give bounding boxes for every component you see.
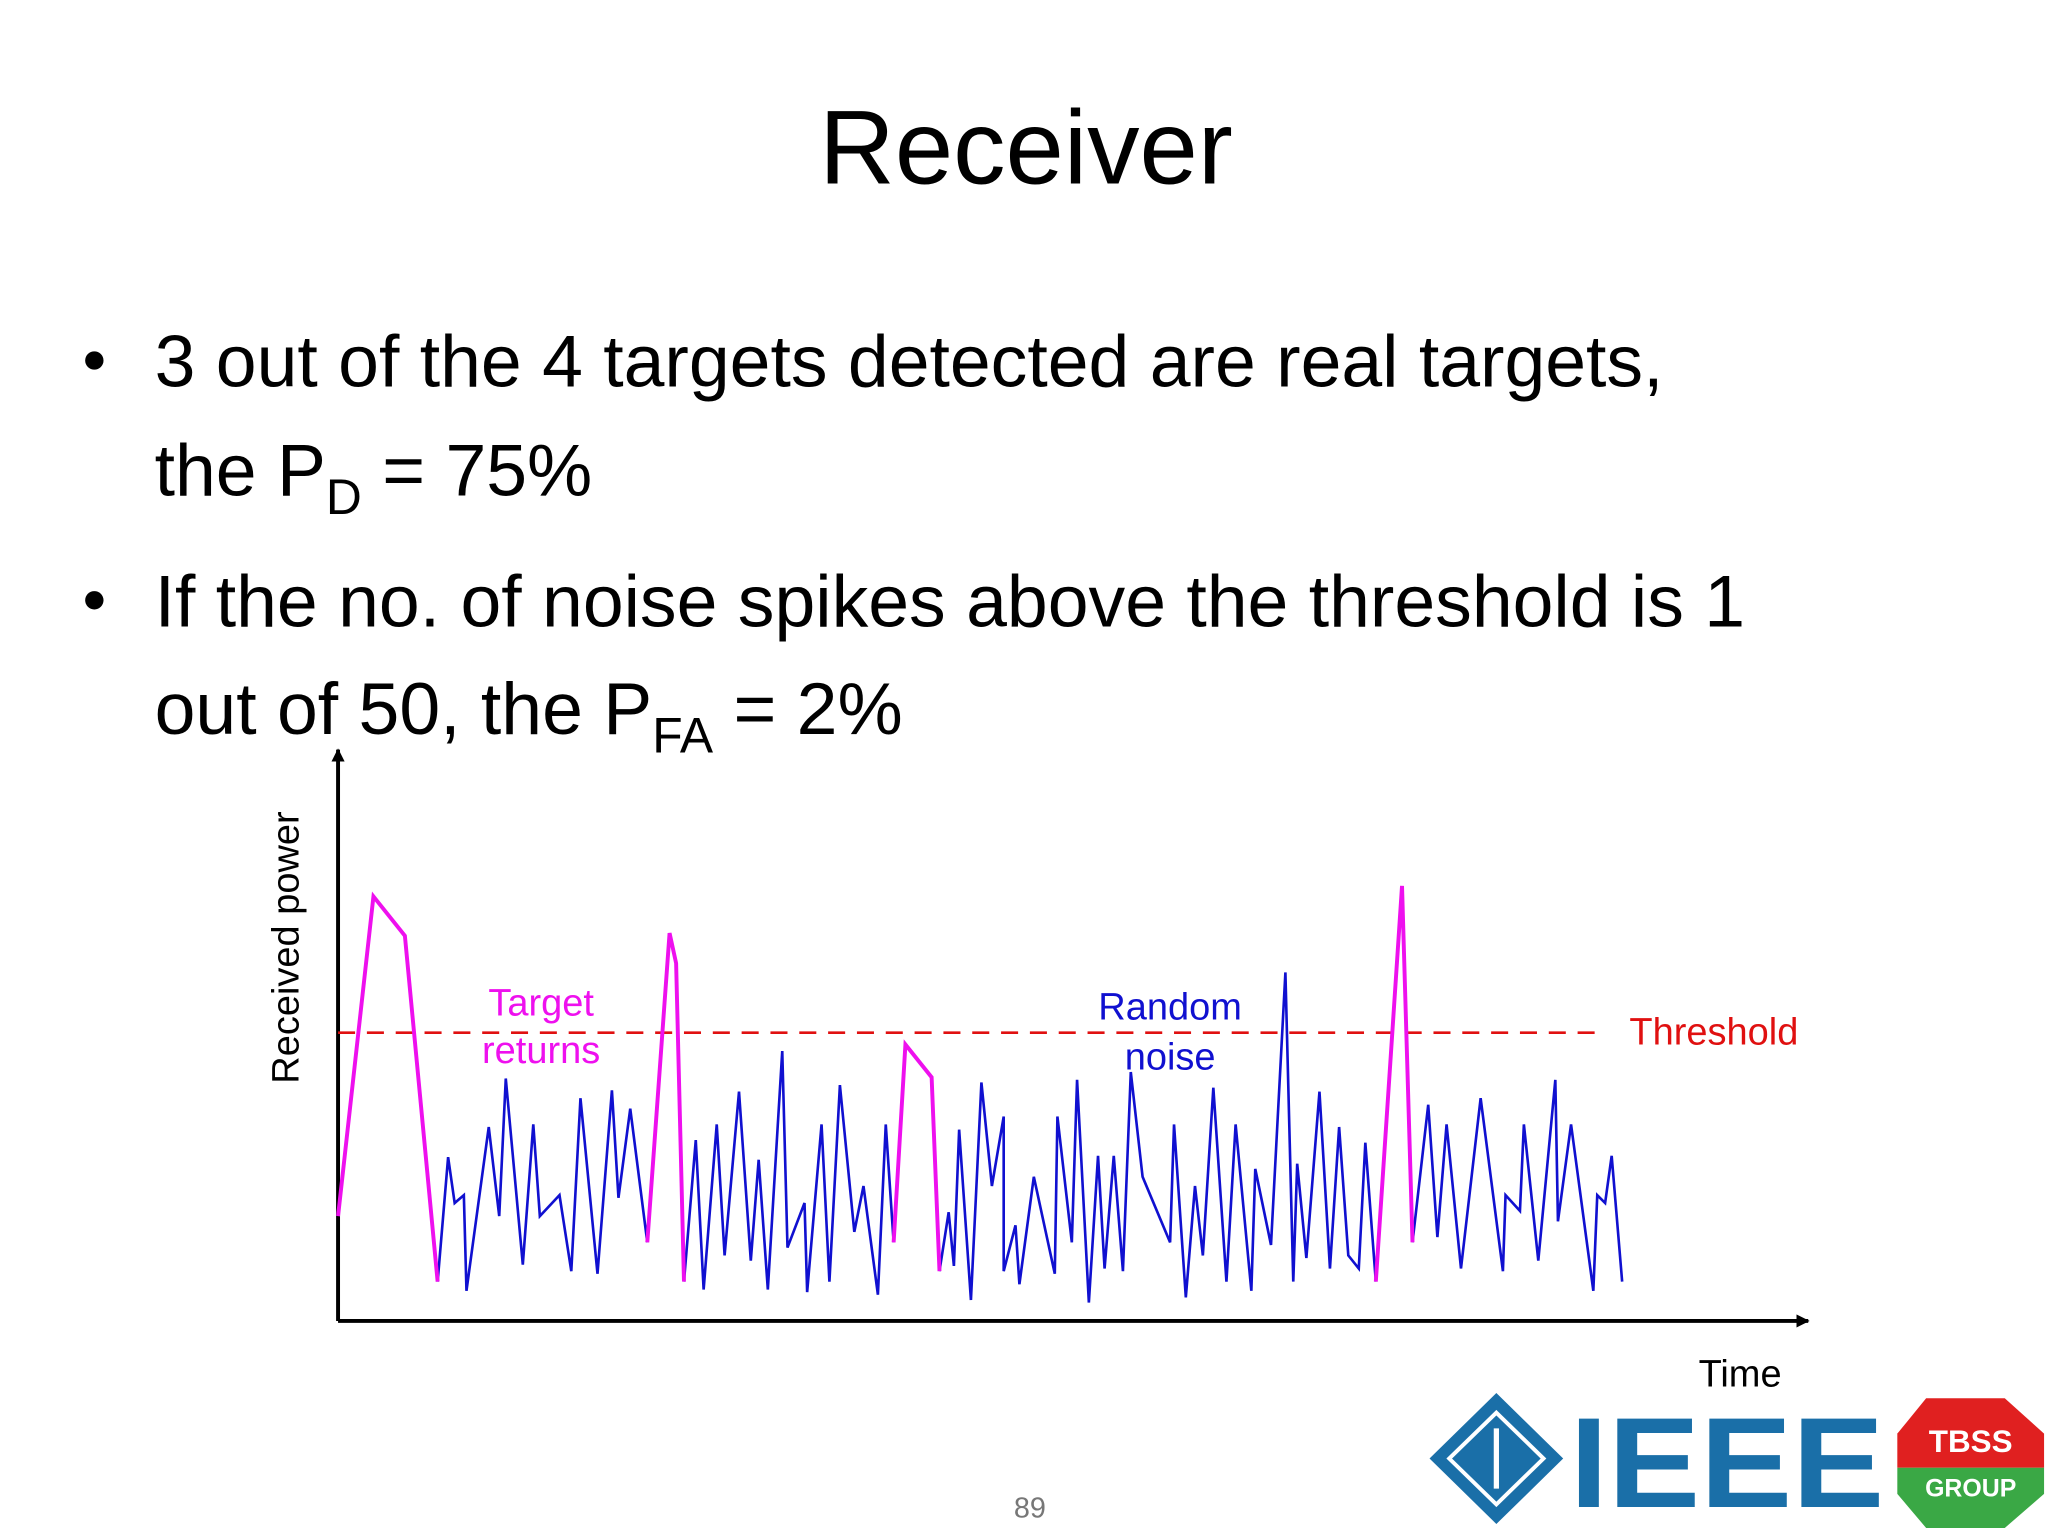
tbss-badge: [1897, 1398, 2045, 1468]
tbss-text: TBSS: [1929, 1424, 2013, 1459]
bullet-dot: [85, 351, 104, 370]
diagram: Received power Time Target returns Rando…: [266, 748, 1810, 1395]
noise-label: Random: [1098, 987, 1242, 1029]
bullet-text: out of 50, the PFA = 2%: [155, 668, 903, 763]
bullet-dot: [85, 591, 104, 610]
noise-trace: [682, 1050, 895, 1295]
logo: IEEE TBSS GROUP: [1429, 1392, 2045, 1535]
y-axis-label: Received power: [266, 811, 308, 1084]
target-return: [1373, 885, 1415, 1282]
target-return: [645, 932, 686, 1282]
target-return: [891, 1039, 942, 1272]
text: the P: [155, 429, 326, 511]
text: out of 50, the P: [155, 668, 653, 750]
slide-title: Receiver: [819, 90, 1233, 207]
ieee-diamond-inner: [1446, 1409, 1547, 1508]
noise-trace: [436, 1078, 649, 1291]
bullet-text: If the no. of noise spikes above the thr…: [155, 560, 1745, 642]
group-text: GROUP: [1925, 1475, 2016, 1503]
text: = 75%: [362, 429, 592, 511]
noise-trace: [938, 972, 1378, 1303]
threshold-label: Threshold: [1629, 1011, 1798, 1053]
noise: [436, 972, 1624, 1303]
bullet-text: 3 out of the 4 targets detected are real…: [155, 321, 1664, 403]
subscript: FA: [652, 707, 714, 763]
x-axis-label: Time: [1699, 1353, 1782, 1395]
bullet-text: the PD = 75%: [155, 429, 593, 524]
noise-trace: [1411, 1079, 1624, 1291]
targets: [336, 885, 1415, 1282]
text: = 2%: [713, 668, 903, 750]
subscript: D: [326, 469, 362, 525]
target-label: Target: [488, 983, 594, 1025]
noise-label: noise: [1125, 1036, 1216, 1078]
group-badge: [1897, 1467, 2045, 1528]
target-return: [336, 891, 440, 1282]
target-label: returns: [482, 1030, 600, 1072]
ieee-text: IEEE: [1570, 1392, 1884, 1535]
page-number: 89: [1014, 1492, 1046, 1524]
